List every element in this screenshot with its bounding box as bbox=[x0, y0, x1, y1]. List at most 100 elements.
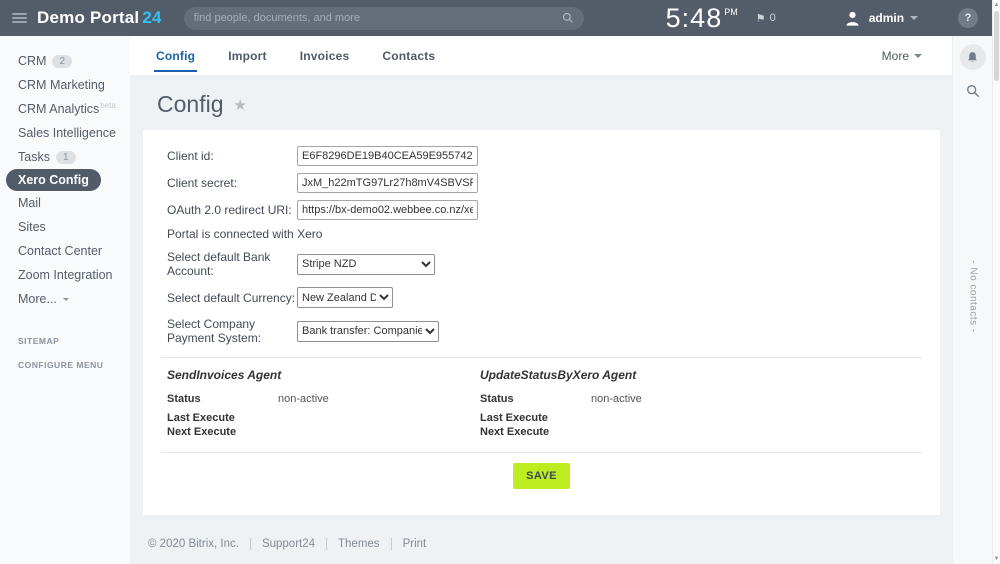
payment-system-label: Select Company Payment System: bbox=[167, 317, 262, 345]
global-search-input[interactable] bbox=[193, 12, 562, 24]
oauth-uri-input[interactable] bbox=[297, 200, 478, 220]
flag-icon: ⚑ bbox=[755, 12, 766, 25]
currency-label: Select default Currency: bbox=[167, 290, 296, 305]
currency-row: Select default Currency: New Zealand Dol… bbox=[167, 287, 916, 308]
bank-account-label: Select default Bank Account: bbox=[167, 250, 271, 278]
logo-suffix: 24 bbox=[142, 8, 162, 27]
app-logo[interactable]: Demo Portal 24 bbox=[37, 8, 162, 28]
sitemap-link[interactable]: SITEMAP bbox=[18, 336, 60, 346]
sidebar-item-label: More... bbox=[18, 292, 57, 306]
main-content: Config Import Invoices Contacts More Con… bbox=[130, 36, 952, 564]
themes-link[interactable]: Themes bbox=[338, 538, 380, 550]
sidebar-item-more[interactable]: More... bbox=[0, 287, 130, 311]
crm-count-badge: 2 bbox=[52, 54, 73, 68]
search-icon bbox=[562, 12, 573, 23]
bank-account-row: Select default Bank Account: Stripe NZD bbox=[167, 250, 916, 278]
sidebar-item-label: CRM Analytics bbox=[18, 102, 100, 116]
sidebar-item-label: Xero Config bbox=[6, 169, 101, 191]
status-value: non-active bbox=[278, 393, 329, 405]
notifications-count: 0 bbox=[769, 12, 776, 24]
send-invoices-agent: SendInvoices Agent Status non-active Las… bbox=[167, 368, 480, 440]
sidebar-item-zoom-integration[interactable]: Zoom Integration bbox=[0, 263, 130, 287]
sidebar-item-crm-analytics[interactable]: CRM Analytics beta bbox=[0, 97, 130, 121]
sidebar-item-label: Sales Intelligence bbox=[18, 126, 116, 140]
notifications-bell-button[interactable] bbox=[959, 44, 986, 70]
agent-next-execute-row: Next Execute bbox=[167, 426, 480, 438]
vertical-scrollbar[interactable]: ▲ ▼ bbox=[992, 0, 1000, 564]
agent-last-execute-row: Last Execute bbox=[480, 412, 793, 424]
left-sidebar: CRM 2 CRM Marketing CRM Analytics beta Sal… bbox=[0, 36, 130, 564]
bank-account-select[interactable]: Stripe NZD bbox=[297, 253, 435, 275]
tab-import[interactable]: Import bbox=[228, 48, 267, 63]
sidebar-item-sites[interactable]: Sites bbox=[0, 215, 130, 239]
global-search[interactable] bbox=[183, 6, 584, 30]
status-value: non-active bbox=[591, 393, 642, 405]
next-execute-label: Next Execute bbox=[167, 426, 237, 438]
sidebar-item-label: Contact Center bbox=[18, 244, 103, 258]
agent-next-execute-row: Next Execute bbox=[480, 426, 793, 438]
footer-separator bbox=[249, 538, 251, 550]
last-execute-label: Last Execute bbox=[480, 412, 548, 424]
payment-system-select[interactable]: Bank transfer: Companies bbox=[297, 320, 439, 342]
client-secret-input[interactable] bbox=[297, 173, 478, 193]
favorite-star-icon[interactable]: ★ bbox=[233, 96, 247, 114]
print-link[interactable]: Print bbox=[402, 538, 427, 550]
help-button[interactable]: ? bbox=[958, 8, 978, 28]
footer-separator bbox=[326, 538, 328, 550]
sidebar-item-tasks[interactable]: Tasks 1 bbox=[0, 145, 130, 169]
sidebar-item-crm[interactable]: CRM 2 bbox=[0, 49, 130, 73]
client-id-input[interactable] bbox=[297, 146, 478, 166]
client-id-label: Client id: bbox=[167, 149, 214, 163]
tabs-more-button[interactable]: More bbox=[882, 49, 922, 63]
sidebar-item-contact-center[interactable]: Contact Center bbox=[0, 239, 130, 263]
user-menu[interactable]: admin bbox=[844, 10, 919, 27]
sidebar-item-label: Tasks bbox=[18, 150, 50, 164]
status-label: Status bbox=[167, 393, 201, 405]
page-title: Config bbox=[157, 91, 224, 117]
configure-menu-link[interactable]: CONFIGURE MENU bbox=[18, 360, 104, 370]
page-footer: © 2020 Bitrix, Inc. Support24 Themes Pri… bbox=[130, 515, 952, 550]
agent-title: UpdateStatusByXero Agent bbox=[480, 368, 637, 382]
oauth-uri-label: OAuth 2.0 redirect URI: bbox=[167, 203, 292, 217]
sidebar-item-xero-config[interactable]: Xero Config bbox=[0, 169, 130, 191]
currency-select[interactable]: New Zealand Dollar bbox=[297, 287, 393, 308]
agent-status-row: Status non-active bbox=[167, 393, 480, 405]
clock-widget[interactable]: 5:48 PM bbox=[666, 3, 738, 34]
save-row: SAVE bbox=[167, 463, 916, 489]
oauth-uri-row: OAuth 2.0 redirect URI: bbox=[167, 200, 916, 220]
divider bbox=[161, 452, 922, 453]
sidebar-item-label: Sites bbox=[18, 220, 46, 234]
tabs-more-label: More bbox=[881, 48, 909, 63]
tab-contacts[interactable]: Contacts bbox=[382, 48, 436, 63]
last-execute-label: Last Execute bbox=[167, 412, 235, 424]
menu-hamburger-icon[interactable] bbox=[12, 11, 27, 25]
beta-tag: beta bbox=[100, 100, 116, 110]
clock-time: 5:48 bbox=[665, 2, 723, 33]
client-secret-label: Client secret: bbox=[167, 176, 238, 190]
tab-config[interactable]: Config bbox=[153, 36, 198, 75]
sidebar-item-mail[interactable]: Mail bbox=[0, 191, 130, 215]
sidebar-item-sales-intelligence[interactable]: Sales Intelligence bbox=[0, 121, 130, 145]
update-status-agent: UpdateStatusByXero Agent Status non-acti… bbox=[480, 368, 793, 440]
tab-invoices[interactable]: Invoices bbox=[299, 48, 350, 63]
bell-icon bbox=[968, 51, 977, 62]
next-execute-label: Next Execute bbox=[480, 426, 550, 438]
save-button[interactable]: SAVE bbox=[513, 463, 570, 489]
scroll-up-arrow[interactable]: ▲ bbox=[993, 2, 1000, 8]
notifications-flag[interactable]: ⚑ 0 bbox=[756, 12, 776, 25]
sidebar-item-label: Zoom Integration bbox=[18, 268, 113, 282]
no-contacts-label: - No contacts - bbox=[967, 260, 978, 333]
scroll-down-arrow[interactable]: ▼ bbox=[993, 556, 1000, 562]
client-secret-row: Client secret: bbox=[167, 173, 916, 193]
scrollbar-thumb[interactable] bbox=[994, 11, 999, 81]
tasks-count-badge: 1 bbox=[55, 150, 76, 164]
user-name: admin bbox=[868, 11, 905, 25]
support24-link[interactable]: Support24 bbox=[261, 538, 316, 550]
rail-search-icon[interactable] bbox=[966, 84, 980, 98]
sidebar-footer: SITEMAP CONFIGURE MENU bbox=[0, 329, 130, 377]
sidebar-item-label: CRM Marketing bbox=[18, 78, 105, 92]
right-rail: - No contacts - bbox=[952, 36, 992, 564]
divider bbox=[161, 357, 922, 358]
sidebar-item-crm-marketing[interactable]: CRM Marketing bbox=[0, 73, 130, 97]
